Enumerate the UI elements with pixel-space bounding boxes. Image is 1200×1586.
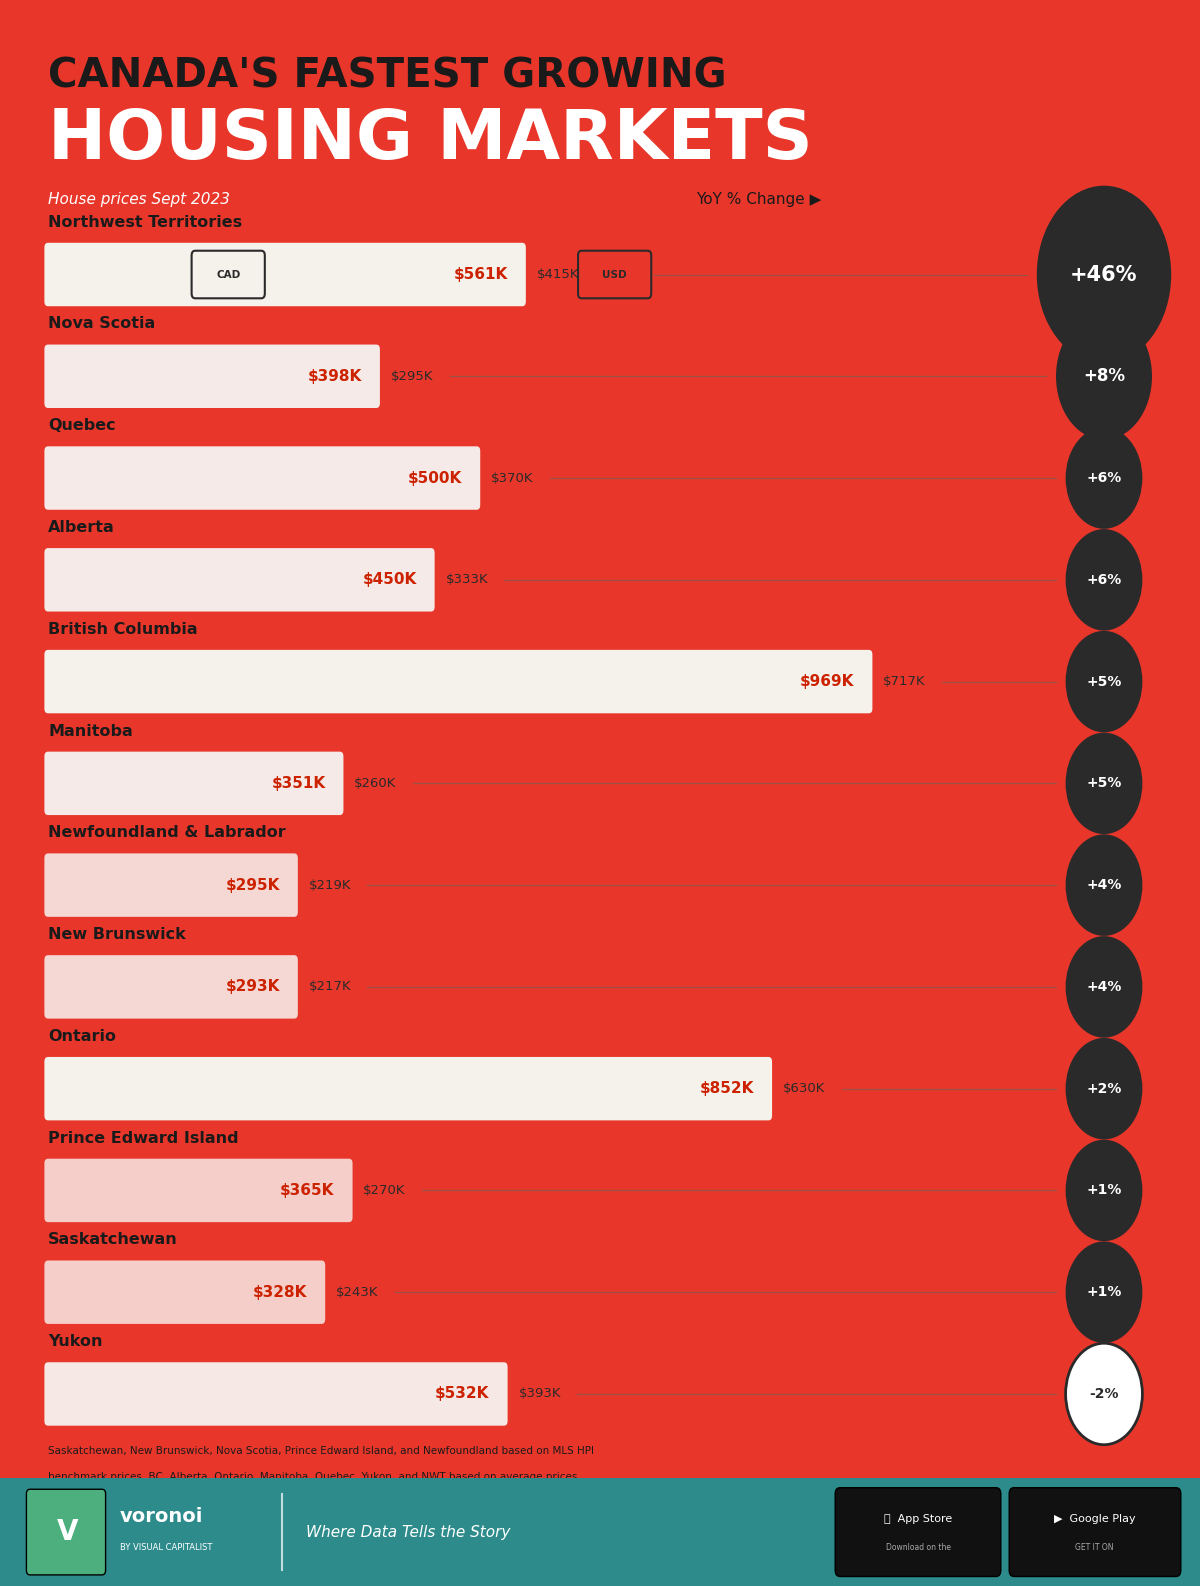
- Text: Download on the: Download on the: [886, 1543, 950, 1553]
- FancyBboxPatch shape: [44, 243, 526, 306]
- Circle shape: [1066, 631, 1142, 733]
- FancyBboxPatch shape: [26, 1489, 106, 1575]
- Text: +5%: +5%: [1086, 674, 1122, 688]
- Text: Nova Scotia: Nova Scotia: [48, 317, 155, 331]
- Text: HOUSING MARKETS: HOUSING MARKETS: [48, 106, 812, 173]
- Text: GET IT ON: GET IT ON: [1075, 1543, 1114, 1553]
- Circle shape: [1066, 1242, 1142, 1343]
- Text: Quebec: Quebec: [48, 419, 115, 433]
- Text: +6%: +6%: [1086, 471, 1122, 485]
- Circle shape: [1066, 530, 1142, 631]
- FancyBboxPatch shape: [44, 853, 298, 917]
- Text: Alberta: Alberta: [48, 520, 115, 534]
- Text: ▶  Google Play: ▶ Google Play: [1054, 1515, 1135, 1524]
- FancyBboxPatch shape: [44, 1362, 508, 1426]
- Text: $450K: $450K: [362, 573, 416, 587]
- Text: +8%: +8%: [1084, 368, 1126, 385]
- Text: USD: USD: [602, 270, 626, 279]
- FancyBboxPatch shape: [44, 1159, 353, 1223]
- Text: $630K: $630K: [782, 1082, 826, 1096]
- FancyBboxPatch shape: [44, 650, 872, 714]
- Text: +5%: +5%: [1086, 777, 1122, 790]
- Text: +1%: +1%: [1086, 1285, 1122, 1299]
- Text: $393K: $393K: [518, 1388, 560, 1400]
- Circle shape: [1066, 427, 1142, 528]
- Text: $415K: $415K: [536, 268, 580, 281]
- Text: $969K: $969K: [800, 674, 854, 688]
- Circle shape: [1037, 186, 1171, 363]
- Text: BY VISUAL CAPITALIST: BY VISUAL CAPITALIST: [120, 1543, 212, 1553]
- Text: CAD: CAD: [216, 270, 240, 279]
- Text: $295K: $295K: [226, 877, 280, 893]
- FancyBboxPatch shape: [44, 344, 380, 408]
- Text: YoY % Change ▶: YoY % Change ▶: [696, 192, 821, 208]
- Text: benchmark prices. BC, Alberta, Ontario, Manitoba, Quebec, Yukon, and NWT based o: benchmark prices. BC, Alberta, Ontario, …: [48, 1472, 581, 1481]
- FancyBboxPatch shape: [44, 446, 480, 509]
- Text: Yukon: Yukon: [48, 1334, 102, 1350]
- Circle shape: [1056, 312, 1152, 439]
- Text: $717K: $717K: [883, 676, 926, 688]
- Circle shape: [1066, 1140, 1142, 1242]
- Text: $219K: $219K: [308, 879, 352, 891]
- Bar: [0, 1478, 1200, 1586]
- Text: $370K: $370K: [491, 471, 534, 485]
- Text: Where Data Tells the Story: Where Data Tells the Story: [306, 1524, 510, 1540]
- Text: $561K: $561K: [454, 266, 508, 282]
- Circle shape: [1066, 1037, 1142, 1139]
- Text: +46%: +46%: [1070, 265, 1138, 284]
- Text: All figures as of Sept 2023. USD figures based on a conversion of 0.74 CAD/USD.: All figures as of Sept 2023. USD figures…: [48, 1499, 469, 1508]
- Text: $351K: $351K: [271, 776, 325, 791]
- FancyBboxPatch shape: [44, 1261, 325, 1324]
- Text: Saskatchewan, New Brunswick, Nova Scotia, Prince Edward Island, and Newfoundland: Saskatchewan, New Brunswick, Nova Scotia…: [48, 1446, 594, 1456]
- Text: Source: Canada Real Estate Association: Source: Canada Real Estate Association: [48, 1524, 282, 1534]
- Circle shape: [1066, 936, 1142, 1037]
- Text: Ontario: Ontario: [48, 1029, 116, 1044]
- Text: V: V: [56, 1518, 78, 1546]
- Text: +4%: +4%: [1086, 980, 1122, 994]
- Text: $500K: $500K: [408, 471, 462, 485]
- Text: $293K: $293K: [226, 980, 280, 994]
- Text: New Brunswick: New Brunswick: [48, 928, 186, 942]
- Text: $365K: $365K: [280, 1183, 335, 1197]
- Text: $532K: $532K: [436, 1386, 490, 1402]
- FancyBboxPatch shape: [1009, 1488, 1181, 1576]
- FancyBboxPatch shape: [44, 1056, 772, 1120]
- Text: $217K: $217K: [308, 980, 352, 993]
- Text: +4%: +4%: [1086, 879, 1122, 891]
- FancyBboxPatch shape: [44, 955, 298, 1018]
- Text: $243K: $243K: [336, 1286, 378, 1299]
- Text: voronoi: voronoi: [120, 1507, 203, 1526]
- Text: $328K: $328K: [253, 1285, 307, 1299]
- Text: British Columbia: British Columbia: [48, 622, 198, 636]
- Circle shape: [1066, 733, 1142, 834]
- Text: $398K: $398K: [307, 370, 362, 384]
- FancyBboxPatch shape: [44, 752, 343, 815]
- Text: Northwest Territories: Northwest Territories: [48, 214, 242, 230]
- Text: $260K: $260K: [354, 777, 397, 790]
- FancyBboxPatch shape: [835, 1488, 1001, 1576]
- Text:   App Store:  App Store: [884, 1515, 952, 1524]
- Text: $295K: $295K: [391, 370, 433, 382]
- Text: House prices Sept 2023: House prices Sept 2023: [48, 192, 230, 208]
- Text: $333K: $333K: [445, 573, 488, 587]
- Circle shape: [1066, 1343, 1142, 1445]
- Circle shape: [1066, 834, 1142, 936]
- Text: Prince Edward Island: Prince Edward Island: [48, 1131, 239, 1145]
- Text: Saskatchewan: Saskatchewan: [48, 1232, 178, 1247]
- Text: Manitoba: Manitoba: [48, 723, 133, 739]
- Text: $270K: $270K: [364, 1183, 406, 1197]
- Text: +1%: +1%: [1086, 1183, 1122, 1197]
- Text: $852K: $852K: [700, 1082, 754, 1096]
- Text: +6%: +6%: [1086, 573, 1122, 587]
- Text: CANADA'S FASTEST GROWING: CANADA'S FASTEST GROWING: [48, 56, 727, 97]
- Text: Newfoundland & Labrador: Newfoundland & Labrador: [48, 825, 286, 841]
- Text: +2%: +2%: [1086, 1082, 1122, 1096]
- FancyBboxPatch shape: [44, 549, 434, 612]
- Text: -2%: -2%: [1090, 1388, 1118, 1400]
